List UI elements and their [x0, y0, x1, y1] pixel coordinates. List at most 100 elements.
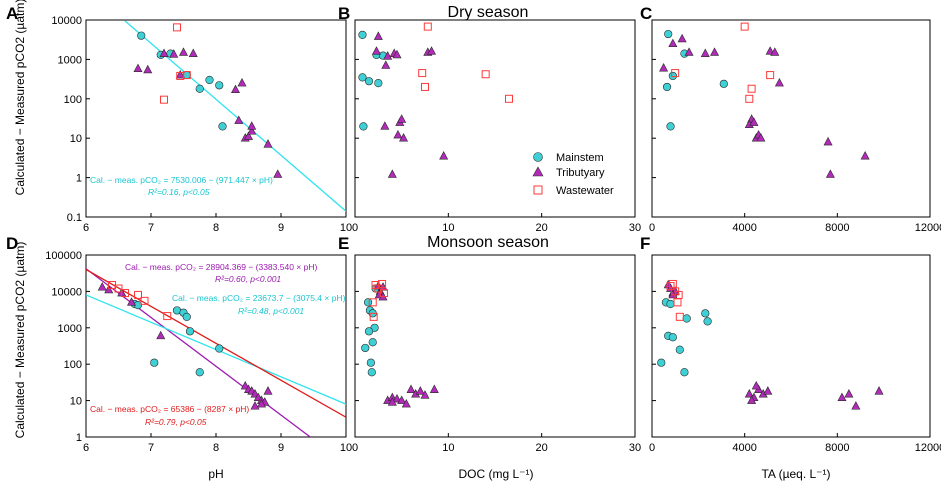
mainstem-point: [150, 358, 159, 367]
x-tick-label: 7: [148, 222, 154, 234]
legend-wastewater-label: Wastewater: [556, 185, 614, 197]
mainstem-point: [364, 327, 374, 336]
mainstem-point: [218, 122, 227, 131]
panel-b: 0 10 20 30: [352, 19, 641, 234]
x-axis-label-doc: DOC (mg L⁻¹): [459, 467, 534, 481]
mainstem-point: [666, 122, 675, 131]
mainstem-point: [668, 71, 677, 81]
tributary-point: [387, 397, 397, 406]
legend-mainstem-label: Mainstem: [556, 152, 604, 164]
wastewater-point: [666, 282, 675, 291]
tributary-point: [684, 47, 694, 56]
fit-line-red: [86, 268, 346, 418]
wastewater-point: [423, 22, 432, 31]
tributary-point: [175, 69, 185, 79]
tributary-point: [399, 133, 409, 142]
tributary-point: [700, 48, 710, 57]
legend-mainstem-marker: [533, 152, 543, 162]
tributary-point: [397, 395, 407, 404]
wastewater-point: [173, 23, 181, 32]
tributary-point: [237, 77, 247, 87]
x-tick-label: 9: [278, 222, 284, 234]
panel-a: 6 7 8 9 10 0.1 1 10 100 1000 10000: [51, 15, 352, 234]
tributary-point: [825, 169, 835, 178]
panel-f: 0 4000 8000 12000: [649, 254, 941, 454]
tributary-point: [247, 126, 257, 135]
tributary-point: [763, 386, 773, 395]
x-tick-label: 8000: [825, 222, 849, 234]
tributary-point: [263, 386, 273, 395]
panel-label-d: D: [6, 234, 18, 253]
x-axis-label-ta: TA (µeq. L⁻¹): [761, 467, 830, 481]
fit-stats-d-cyan: R²=0.48, p<0.001: [238, 306, 304, 316]
wastewater-point: [421, 82, 429, 91]
tributary-point: [397, 114, 407, 123]
tributary-point: [380, 121, 390, 130]
tributary-point: [851, 401, 861, 410]
wastewater-point: [160, 95, 168, 104]
mainstem-point: [359, 122, 368, 131]
mainstem-point: [364, 77, 374, 86]
tributary-point: [257, 398, 266, 408]
x-tick-label: 30: [629, 222, 641, 234]
tributary-point: [234, 115, 244, 124]
tributary-point: [392, 393, 402, 403]
mainstem-point: [675, 345, 684, 354]
tributary-point: [159, 48, 169, 57]
wastewater-point: [176, 71, 185, 80]
tributary-point: [844, 389, 854, 398]
tributary-point: [387, 169, 397, 178]
tributary-point: [273, 169, 283, 178]
tributary-point: [439, 151, 449, 160]
fit-label-d-red: Cal. − meas. pCO₂ = 65386 − (8287 × pH): [90, 404, 249, 414]
x-tick-label: 10: [442, 442, 454, 454]
y-tick-label: 10: [70, 133, 82, 145]
wastewater-point: [121, 289, 129, 298]
tributary-point: [263, 139, 273, 148]
x-tick-label: 12000: [915, 442, 941, 454]
fit-stats-d-red: R²=0.79, p<0.05: [145, 417, 207, 427]
tributary-point: [406, 384, 416, 393]
tributary-point: [188, 48, 198, 57]
x-tick-label: 0: [352, 222, 358, 234]
panel-d: 6 7 8 9 10 1 10 100 1000 10000 100000: [45, 250, 352, 454]
x-tick-label: 20: [536, 442, 548, 454]
wastewater-point: [368, 298, 377, 307]
monsoon-season-title: Monsoon season: [427, 234, 549, 251]
tributary-point: [744, 389, 754, 398]
mainstem-point: [664, 29, 673, 39]
x-tick-label: 0: [352, 442, 358, 454]
tributary-point: [770, 47, 780, 56]
mainstem-point: [195, 84, 204, 93]
mainstem-point: [367, 368, 376, 377]
mainstem-point: [215, 81, 224, 90]
tributary-point: [250, 401, 260, 410]
tributary-point: [749, 117, 759, 126]
tributary-point: [169, 49, 179, 58]
y-tick-label: 10000: [51, 286, 82, 298]
plot-frame: [651, 254, 931, 438]
tributary-point: [373, 31, 383, 40]
fit-label-a: Cal. − meas. pCO₂ = 7530.006 − (971.447 …: [90, 175, 273, 185]
tributary-point: [133, 63, 143, 73]
tributary-point: [127, 297, 136, 306]
mainstem-point: [657, 358, 666, 367]
plot-frame: [85, 19, 347, 218]
legend: Mainstem Tributyary Wastewater: [526, 143, 624, 199]
y-axis-label-top: Calculated − Measured pCO2 (µatm): [13, 0, 27, 195]
wastewater-point: [418, 69, 427, 78]
x-tick-label: 12000: [915, 222, 941, 234]
tributary-point: [104, 284, 114, 294]
panel-label-c: C: [640, 4, 652, 23]
mainstem-point: [358, 73, 367, 82]
mainstem-point: [215, 344, 224, 353]
tributary-point: [383, 51, 393, 60]
tributary-point: [392, 49, 402, 59]
tributary-point: [774, 77, 784, 87]
panel-e: 0 10 20 30: [352, 254, 641, 454]
legend-tributary-label: Tributyary: [556, 167, 605, 179]
fit-label-d-purple: Cal. − meas. pCO₂ = 28904.369 − (3383.54…: [125, 262, 317, 272]
wastewater-point: [140, 296, 149, 305]
mainstem-point: [205, 75, 214, 85]
